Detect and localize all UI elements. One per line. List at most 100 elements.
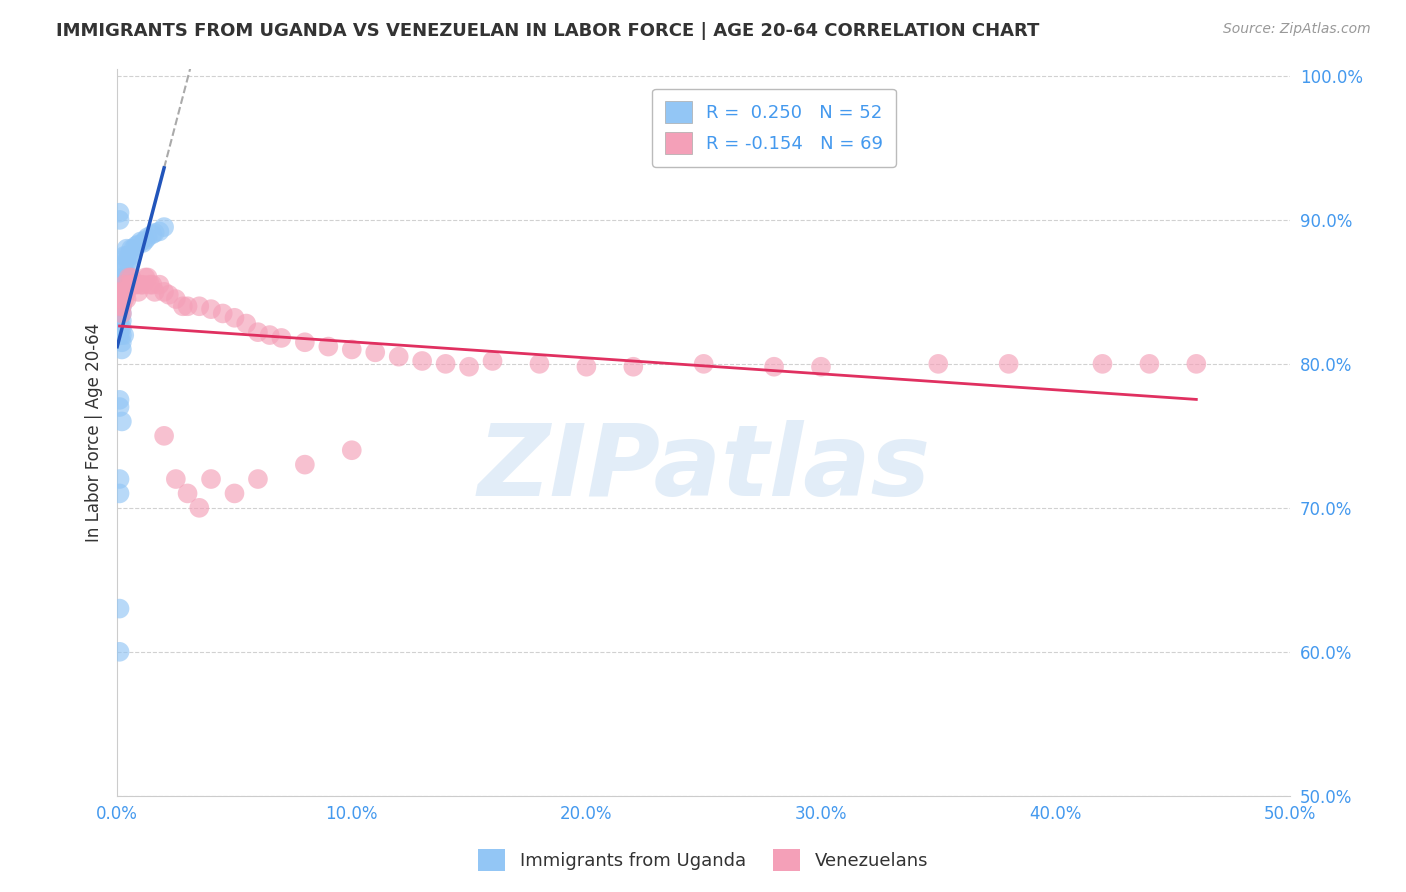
Point [294, 458, 316, 472]
Point [111, 270, 134, 285]
Point [111, 299, 134, 313]
Point [134, 270, 156, 285]
Point [115, 270, 138, 285]
Point [112, 270, 135, 285]
Point [111, 306, 134, 320]
Point [108, 313, 131, 327]
Point [108, 321, 131, 335]
Point [136, 270, 159, 285]
Point [153, 429, 176, 443]
Point [120, 249, 142, 263]
Point [111, 277, 134, 292]
Point [122, 242, 145, 256]
Point [224, 486, 246, 500]
Point [224, 310, 246, 325]
Point [115, 256, 138, 270]
Point [200, 472, 222, 486]
Point [188, 299, 211, 313]
Point [125, 277, 148, 292]
Point [111, 306, 134, 320]
Point [318, 340, 340, 354]
Text: IMMIGRANTS FROM UGANDA VS VENEZUELAN IN LABOR FORCE | AGE 20-64 CORRELATION CHAR: IMMIGRANTS FROM UGANDA VS VENEZUELAN IN … [56, 22, 1039, 40]
Point [112, 292, 135, 306]
Point [157, 287, 180, 301]
Point [108, 645, 131, 659]
Point [143, 285, 166, 299]
Point [148, 224, 170, 238]
Point [118, 270, 141, 285]
Point [115, 292, 138, 306]
Point [1137, 357, 1160, 371]
Point [111, 335, 134, 350]
Point [458, 359, 481, 374]
Point [340, 343, 363, 357]
Point [108, 292, 131, 306]
Point [434, 357, 457, 371]
Point [927, 357, 949, 371]
Point [153, 285, 176, 299]
Point [112, 277, 135, 292]
Point [176, 299, 198, 313]
Point [115, 249, 138, 263]
Point [112, 285, 135, 299]
Point [112, 328, 135, 343]
Point [575, 359, 598, 374]
Point [141, 227, 163, 242]
Point [108, 400, 131, 414]
Point [111, 285, 134, 299]
Point [200, 302, 222, 317]
Point [108, 392, 131, 407]
Point [763, 359, 786, 374]
Point [118, 249, 141, 263]
Point [111, 321, 134, 335]
Point [108, 486, 131, 500]
Point [112, 277, 135, 292]
Point [108, 292, 131, 306]
Point [165, 472, 187, 486]
Point [235, 317, 257, 331]
Point [111, 414, 134, 428]
Point [120, 270, 142, 285]
Point [108, 299, 131, 313]
Point [411, 354, 433, 368]
Point [129, 235, 152, 249]
Point [122, 277, 145, 292]
Point [111, 292, 134, 306]
Point [108, 213, 131, 227]
Point [111, 328, 134, 343]
Point [481, 354, 503, 368]
Point [388, 350, 411, 364]
Text: ZIPatlas: ZIPatlas [477, 420, 931, 517]
Point [364, 345, 387, 359]
Legend: R =  0.250   N = 52, R = -0.154   N = 69: R = 0.250 N = 52, R = -0.154 N = 69 [652, 88, 896, 167]
Point [111, 292, 134, 306]
Point [127, 285, 149, 299]
Point [136, 230, 159, 244]
Text: Source: ZipAtlas.com: Source: ZipAtlas.com [1223, 22, 1371, 37]
Point [692, 357, 714, 371]
Point [270, 331, 292, 345]
Point [112, 263, 135, 277]
Point [120, 242, 142, 256]
Point [211, 306, 233, 320]
Point [132, 235, 155, 250]
Point [132, 277, 155, 292]
Point [120, 277, 142, 292]
Point [188, 500, 211, 515]
Point [111, 299, 134, 313]
Point [139, 277, 162, 292]
Point [125, 239, 148, 253]
Point [997, 357, 1019, 371]
Point [111, 313, 134, 327]
Point [112, 256, 135, 270]
Point [115, 242, 138, 256]
Point [153, 220, 176, 235]
Point [165, 292, 187, 306]
Point [810, 359, 832, 374]
Point [129, 277, 152, 292]
Point [621, 359, 644, 374]
Y-axis label: In Labor Force | Age 20-64: In Labor Force | Age 20-64 [86, 323, 103, 541]
Point [111, 343, 134, 357]
Point [1091, 357, 1114, 371]
Point [246, 325, 269, 339]
